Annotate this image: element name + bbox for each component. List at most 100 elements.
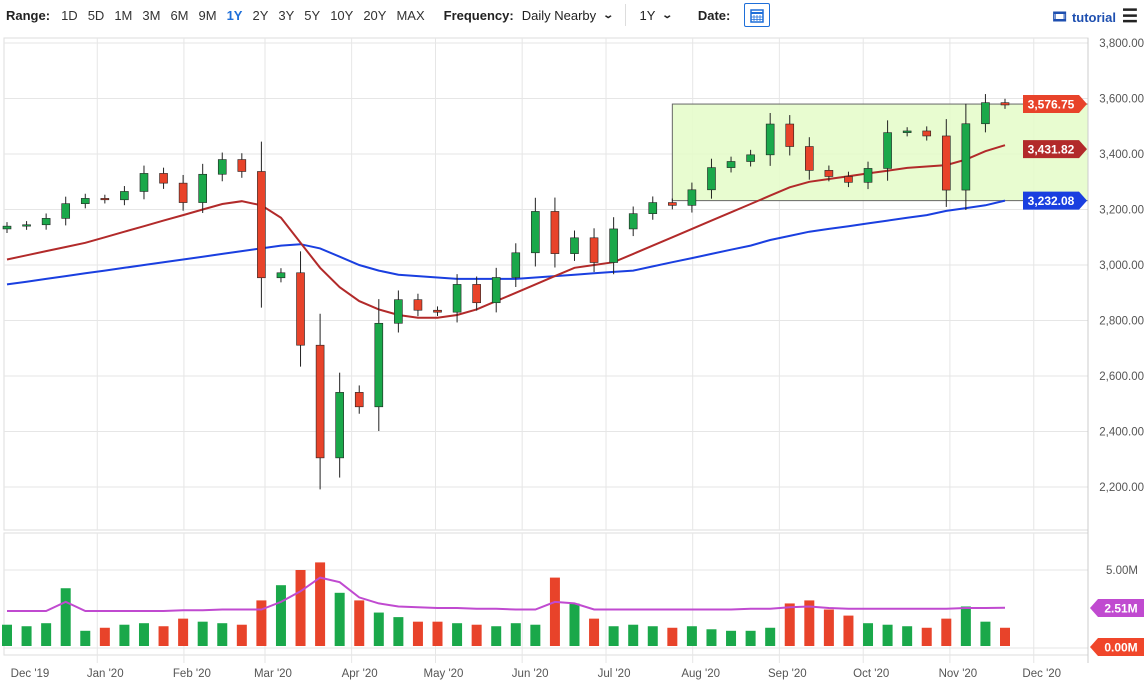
candle [863,168,873,183]
candle [961,123,971,191]
volume-bar [863,623,874,646]
volume-bar [158,626,169,646]
range-1d[interactable]: 1D [61,7,78,23]
tutorial-label: tutorial [1071,9,1116,25]
range-5y[interactable]: 5Y [304,7,321,23]
frequency-label: Frequency: [443,7,514,23]
candle [276,272,286,279]
ma50-value-label-bg [1023,140,1087,159]
candle [41,218,51,226]
candle [433,309,442,313]
range-1y[interactable]: 1Y [226,7,243,23]
last-close-label-bg [1023,94,1087,113]
range-3y[interactable]: 3Y [278,7,295,23]
candle [178,182,188,203]
hamburger-menu-icon[interactable]: ☰ [1121,6,1138,26]
range-max[interactable]: MAX [396,7,425,23]
volume-bar [647,626,658,646]
range-6m[interactable]: 6M [170,7,189,23]
candle [1000,102,1010,106]
candle [413,299,423,311]
volume-bar [2,624,12,646]
volume-bar [178,618,189,646]
candle [805,146,814,171]
range-label: Range: [6,7,51,23]
volume-bar [275,585,286,646]
volume-bar [217,623,228,646]
candle [531,211,540,254]
candle [394,299,403,324]
candle [472,284,481,304]
volume-bar [843,615,854,646]
volume-bar [980,621,991,646]
candle [315,344,325,459]
volume-bar [21,626,32,646]
volume-bar [236,624,247,646]
x-tick-label: Jun '20 [512,668,549,680]
volume-bar [452,623,463,646]
range-10y[interactable]: 10Y [330,7,354,23]
volume-bar [295,570,306,646]
volume-bar [765,627,776,646]
x-tick-label: Jan '20 [87,668,124,680]
calendar-icon[interactable] [744,3,771,27]
price-tick-label: 2,400.00 [1099,427,1144,439]
ma200-value-label-bg [1023,191,1087,210]
candle [570,237,579,254]
range-5d[interactable]: 5D [87,7,105,23]
volume-value-label: 0.00M [1104,641,1137,655]
candle [922,130,932,137]
last-close-label: 3,576.75 [1028,97,1075,111]
volume-bar [393,617,404,646]
range-20y[interactable]: 20Y [363,7,387,23]
frequency-dropdown[interactable]: Daily Nearby ⌄ [522,8,614,23]
volume-bar [882,624,893,646]
candle [844,176,853,183]
volume-bar [60,588,71,646]
tutorial-button[interactable]: 🎞 tutorial [1051,9,1116,25]
candle [824,170,834,177]
volume-bar [530,624,541,646]
volume-bar [549,577,560,646]
volume-avg-line [7,576,1006,612]
volume-bar [197,621,208,646]
range-9m[interactable]: 9M [198,7,217,23]
candle [668,202,677,206]
x-tick-label: May '20 [424,668,464,680]
range-3m[interactable]: 3M [142,7,161,23]
x-tick-label: Nov '20 [939,668,978,680]
price-tick-label: 2,800.00 [1099,316,1144,328]
volume-bar [608,626,619,646]
candle [374,322,384,408]
price-tick-label: 2,200.00 [1099,482,1144,494]
candle [22,224,31,227]
candle [198,173,207,203]
candle [746,154,755,162]
volume-bar [315,562,326,646]
candle [237,159,247,172]
range-2y[interactable]: 2Y [252,7,269,23]
range-1m[interactable]: 1M [114,7,133,23]
period-dropdown[interactable]: 1Y ⌄ [639,7,674,23]
volume-bar [745,630,756,646]
candle [785,123,795,147]
candle [354,392,364,408]
candle [335,392,344,459]
candle [628,213,638,230]
volume-bar [1000,627,1010,646]
volume-tick-label: 5.00M [1106,565,1138,577]
ma50-value-label: 3,431.82 [1028,143,1075,157]
price-tick-label: 3,600.00 [1099,94,1144,106]
volume-bar [373,612,384,646]
volume-bar [99,627,110,646]
candle [2,225,12,230]
divider [624,4,626,26]
volume-bar [119,624,130,646]
volume-bar [902,626,913,646]
candle [217,159,227,175]
candle [511,252,521,278]
volume-bar [471,624,482,646]
x-tick-label: Dec '19 [11,668,50,680]
period-value: 1Y [639,7,656,23]
